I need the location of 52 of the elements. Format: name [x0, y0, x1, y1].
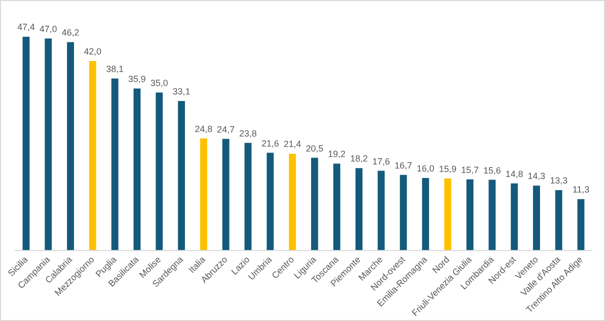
data-label: 38,1 — [106, 64, 124, 74]
data-label: 14,8 — [506, 168, 524, 179]
bar — [156, 92, 163, 250]
bar — [200, 138, 208, 250]
data-label: 24,7 — [217, 124, 235, 134]
bar — [333, 164, 340, 250]
bar — [355, 168, 362, 250]
data-label: 21,6 — [261, 138, 279, 148]
bar — [244, 142, 252, 250]
data-label: 13,3 — [550, 176, 568, 186]
data-label: 21,4 — [284, 139, 302, 150]
bar — [178, 101, 185, 250]
bar — [66, 42, 74, 250]
bar — [533, 186, 540, 250]
bar — [444, 178, 452, 250]
bar — [89, 61, 96, 250]
bar — [555, 190, 562, 250]
data-label: 19,2 — [328, 149, 346, 160]
bar — [288, 154, 296, 250]
data-label: 42,0 — [84, 46, 102, 56]
data-label: 35,0 — [150, 78, 168, 88]
bar — [222, 138, 230, 250]
data-label: 17,6 — [372, 156, 390, 166]
data-label: 47,4 — [17, 22, 35, 32]
data-label: 14,3 — [528, 171, 546, 182]
data-label: 15,9 — [438, 164, 457, 174]
data-label: 15,7 — [461, 164, 479, 175]
data-label: 16,0 — [416, 164, 434, 174]
bar — [111, 78, 118, 250]
data-label: 33,1 — [172, 86, 190, 97]
bar — [311, 158, 318, 250]
data-label: 15,6 — [483, 165, 501, 176]
data-label: 18,2 — [350, 154, 368, 164]
bar — [266, 152, 274, 250]
data-label: 16,7 — [394, 160, 412, 170]
bar — [488, 180, 496, 250]
bar — [400, 174, 407, 250]
bar — [577, 199, 584, 250]
bar — [22, 36, 30, 250]
data-label: 11,3 — [572, 184, 590, 195]
bar — [422, 178, 430, 250]
bar — [378, 170, 385, 250]
data-label: 46,2 — [62, 28, 80, 38]
bar — [510, 183, 518, 250]
data-label: 47,0 — [40, 24, 58, 34]
data-label: 20,5 — [306, 143, 324, 154]
data-label: 35,9 — [128, 74, 146, 84]
data-label: 24,8 — [194, 124, 212, 134]
data-label: 23,8 — [239, 128, 257, 138]
bar — [134, 88, 141, 250]
bar — [44, 38, 52, 250]
bar — [466, 179, 474, 250]
